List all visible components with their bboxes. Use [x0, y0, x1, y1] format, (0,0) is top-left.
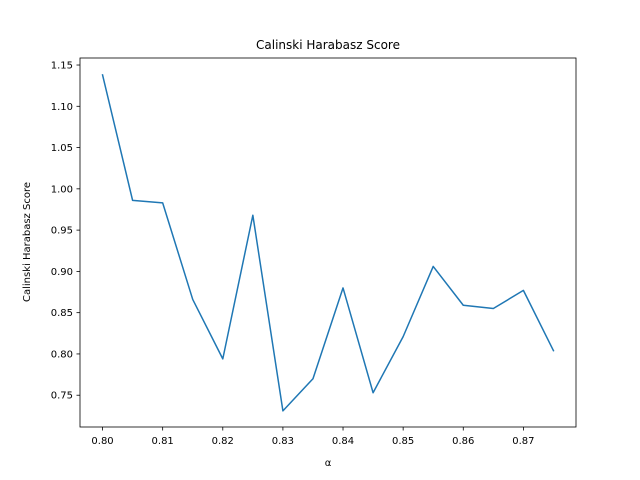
x-axis-label: α [325, 458, 332, 469]
x-tick-label: 0.81 [152, 436, 174, 447]
y-tick-label: 1.00 [51, 184, 73, 195]
x-tick-label: 0.80 [91, 436, 113, 447]
x-tick-label: 0.84 [332, 436, 354, 447]
y-tick-label: 0.85 [51, 308, 73, 319]
y-tick-label: 0.95 [51, 226, 73, 237]
x-tick-label: 0.87 [512, 436, 534, 447]
y-axis-label: Calinski Harabasz Score [22, 182, 33, 302]
y-tick-label: 1.15 [51, 61, 73, 72]
x-tick-label: 0.85 [392, 436, 414, 447]
y-tick-label: 0.80 [51, 349, 73, 360]
x-tick-label: 0.86 [452, 436, 474, 447]
plot-area: 0.80 0.81 0.82 0.83 0.84 0.85 0.86 0.87 0.75 0.80… [51, 57, 577, 447]
chart-title: Calinski Harabasz Score [256, 38, 400, 52]
x-tick-label: 0.82 [212, 436, 234, 447]
axes-frame [79, 57, 577, 428]
y-tick-label: 0.90 [51, 267, 73, 278]
y-tick-label: 0.75 [51, 391, 73, 402]
y-tick-label: 1.05 [51, 143, 73, 154]
x-tick-label: 0.83 [272, 436, 294, 447]
y-tick-label: 1.10 [51, 102, 73, 113]
series-line [101, 74, 555, 412]
